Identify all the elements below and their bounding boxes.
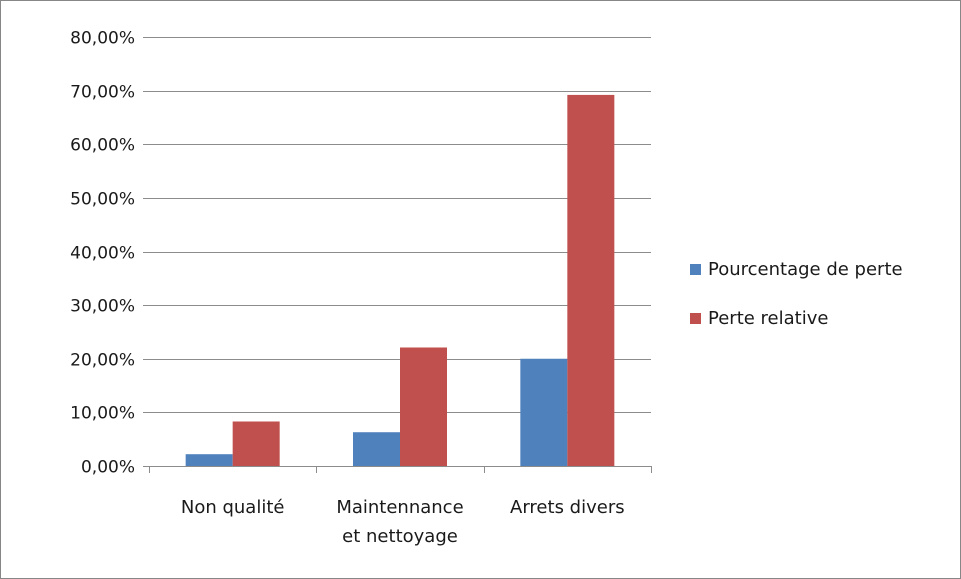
- x-axis: [143, 466, 652, 473]
- y-tick-label: 20,00%: [70, 351, 135, 371]
- y-tick-label: 50,00%: [70, 190, 135, 210]
- y-tick-label: 40,00%: [70, 244, 135, 264]
- x-category-label: Arrets divers: [510, 497, 625, 518]
- bar: [353, 432, 400, 466]
- y-tick-label: 60,00%: [70, 136, 135, 156]
- y-tick-label: 80,00%: [70, 29, 135, 49]
- legend-label: Pourcentage de perte: [708, 259, 903, 280]
- y-tick-label: 10,00%: [70, 404, 135, 424]
- bar: [185, 454, 233, 466]
- x-category-label: et nettoyage: [342, 526, 458, 547]
- y-tick-label: 0,00%: [81, 458, 135, 478]
- legend-swatch: [690, 264, 701, 275]
- x-axis-category-labels: Non qualité Maintennance et nettoyage Arret…: [181, 497, 625, 547]
- bars: [185, 94, 615, 466]
- legend-label: Perte relative: [708, 308, 828, 329]
- bar: [400, 347, 447, 466]
- bar: [520, 358, 568, 466]
- y-tick-label: 70,00%: [70, 83, 135, 103]
- y-axis-tick-labels: 0,00% 10,00% 20,00% 30,00% 40,00% 50,00% 60,00…: [70, 29, 135, 478]
- x-category-label: Maintennance: [336, 497, 463, 518]
- legend-swatch: [690, 313, 701, 324]
- bar: [232, 421, 280, 466]
- bar: [567, 94, 615, 466]
- gridlines: [143, 37, 651, 413]
- x-category-label: Non qualité: [181, 497, 285, 518]
- legend: Pourcentage de perte Perte relative: [690, 259, 903, 329]
- y-tick-label: 30,00%: [70, 297, 135, 317]
